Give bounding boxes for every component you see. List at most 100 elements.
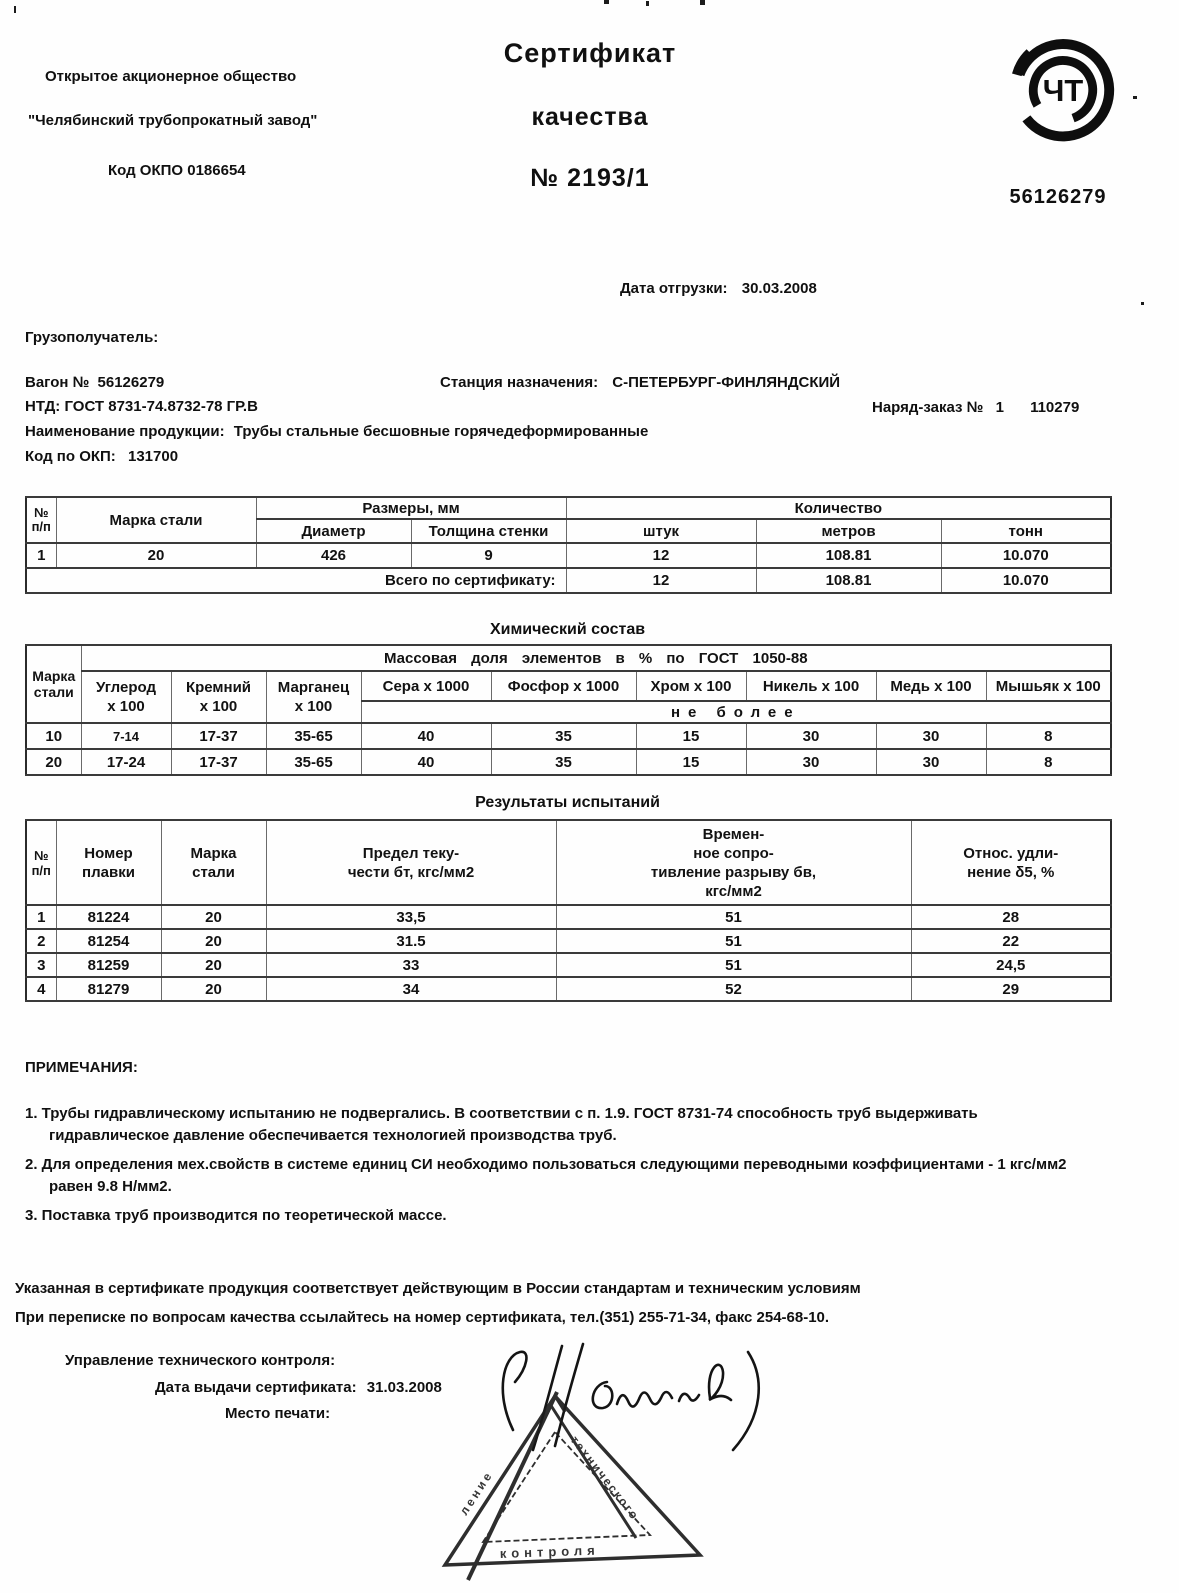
chemical-table-title: Химический состав [489, 621, 646, 638]
tests-col-heat-number: Номер плавки [55, 819, 162, 906]
chem-col-steel-grade: Марка стали [25, 644, 82, 724]
okp-label: Код по ОКП: [25, 448, 116, 465]
sizes-cell-meters: 108.81 [755, 542, 942, 569]
chem-cell: 35 [490, 748, 637, 776]
issue-date-line: Дата выдачи сертификата: 31.03.2008 [155, 1379, 442, 1397]
sizes-col-steel-grade: Марка стали [55, 496, 257, 544]
scan-artifact [1133, 96, 1137, 99]
chem-cell: 30 [875, 722, 987, 750]
sizes-cell-tons: 10.070 [940, 542, 1112, 569]
note-item-2: 2. Для определения мех.свойств в системе… [25, 1156, 1067, 1195]
sizes-cell-grade: 20 [55, 542, 257, 569]
chem-header-not-more: не более [360, 700, 1112, 724]
chem-cell: 15 [635, 748, 747, 776]
tests-cell: 24,5 [910, 952, 1112, 978]
tests-cell: 22 [910, 928, 1112, 954]
qc-stamp: ление технического контроля [428, 1388, 718, 1588]
chem-header-mass-fraction: Массовая доля элементов в % по ГОСТ 1050… [80, 644, 1112, 672]
tests-cell: 28 [910, 904, 1112, 930]
company-name-line2: "Челябинский трубопрокатный завод" [28, 112, 318, 129]
sizes-col-pieces: штук [565, 518, 757, 544]
stamp-text-bottom: контроля [500, 1543, 600, 1561]
chem-cell: 30 [875, 748, 987, 776]
sizes-col-num: № п/п [25, 496, 57, 544]
tests-cell: 20 [160, 952, 267, 978]
chem-cell: 8 [985, 722, 1112, 750]
ship-date-value: 30.03.2008 [741, 280, 817, 297]
product-label: Наименование продукции: [25, 423, 225, 440]
consignee-label: Грузополучатель: [25, 329, 159, 346]
tests-cell: 52 [555, 976, 912, 1002]
tests-cell: 1 [25, 904, 57, 930]
tests-table-row: 2 81254 20 31.5 51 22 [25, 928, 1112, 954]
chem-cell: 40 [360, 748, 492, 776]
sizes-total-label: Всего по сертификату: [25, 567, 567, 594]
chem-cell: 17-37 [170, 748, 267, 776]
sizes-cell-pieces: 12 [565, 542, 757, 569]
okp-value: 131700 [127, 448, 179, 465]
sizes-total-tons: 10.070 [940, 567, 1112, 594]
tests-cell: 29 [910, 976, 1112, 1002]
tests-cell: 4 [25, 976, 57, 1002]
tests-cell: 2 [25, 928, 57, 954]
destination-label: Станция назначения: [440, 374, 599, 391]
tests-cell: 81279 [55, 976, 162, 1002]
scan-artifact [1141, 302, 1144, 305]
sizes-total-meters: 108.81 [755, 567, 942, 594]
order-code: 110279 [1030, 399, 1080, 416]
serial-number: 56126279 [1009, 186, 1107, 208]
tests-cell: 51 [555, 952, 912, 978]
chemical-table: Марка стали Массовая доля элементов в % … [25, 644, 1113, 776]
tests-cell: 34 [265, 976, 557, 1002]
scan-artifact [604, 0, 609, 4]
chem-cell: 35 [490, 722, 637, 750]
chem-col-carbon: Углерод х 100 [80, 670, 172, 724]
tests-cell: 33,5 [265, 904, 557, 930]
certificate-number: № 2193/1 [530, 164, 650, 192]
ship-date-line: Дата отгрузки: 30.03.2008 [620, 280, 817, 298]
chem-cell: 15 [635, 722, 747, 750]
sizes-col-meters: метров [755, 518, 942, 544]
chem-col-nickel: Никель х 100 [745, 670, 877, 702]
chem-cell: 30 [745, 722, 877, 750]
chem-table-row: 10 7-14 17-37 35-65 40 35 15 30 30 8 [25, 722, 1112, 750]
tests-table: № п/п Номер плавки Марка стали Предел те… [25, 819, 1112, 1002]
chem-cell: 17-24 [80, 748, 172, 776]
certificate-title-line2: качества [531, 103, 649, 131]
chem-cell: 7-14 [80, 722, 172, 750]
seal-place-label: Место печати: [225, 1405, 331, 1422]
company-name-line1: Открытое акционерное общество [45, 68, 297, 85]
tests-cell: 31.5 [265, 928, 557, 954]
sizes-col-quantity: Количество [565, 496, 1112, 520]
chem-col-arsenic: Мышьяк х 100 [985, 670, 1112, 702]
sizes-cell-wall: 9 [410, 542, 567, 569]
note-item-3: 3. Поставка труб производится по теорети… [25, 1207, 447, 1224]
chem-col-manganese: Марганец х 100 [265, 670, 362, 724]
sizes-col-wall-thickness: Толщина стенки [410, 518, 567, 544]
tests-cell: 3 [25, 952, 57, 978]
logo-letters: ЧТ [1043, 73, 1084, 108]
chem-table-row: 20 17-24 17-37 35-65 40 35 15 30 30 8 [25, 748, 1112, 776]
tests-cell: 20 [160, 904, 267, 930]
chem-col-chromium: Хром х 100 [635, 670, 747, 702]
notes-list: 1. Трубы гидравлическому испытанию не по… [25, 1103, 1070, 1234]
chem-cell: 17-37 [170, 722, 267, 750]
ntd-line: НТД: ГОСТ 8731-74.8732-78 ГР.В [25, 398, 258, 415]
wagon-number: 56126279 [97, 374, 165, 391]
ship-date-label: Дата отгрузки: [620, 280, 728, 297]
okp-line: Код по ОКП: 131700 [25, 448, 178, 466]
tests-table-row: 3 81259 20 33 51 24,5 [25, 952, 1112, 978]
notes-title: ПРИМЕЧАНИЯ: [25, 1059, 138, 1076]
tests-col-num: № п/п [25, 819, 57, 906]
issue-date-label: Дата выдачи сертификата: [155, 1379, 357, 1396]
tests-col-elongation: Относ. удли- нение δ5, % [910, 819, 1112, 906]
company-okpo-code: Код ОКПО 0186654 [108, 162, 246, 179]
order-line: Наряд-заказ № 1 110279 [872, 399, 1079, 417]
scan-artifact [646, 1, 649, 6]
chem-cell: 10 [25, 722, 82, 750]
destination-line: Станция назначения: С-ПЕТЕРБУРГ-ФИНЛЯНДС… [440, 374, 840, 392]
sizes-col-diameter: Диаметр [255, 518, 412, 544]
order-label: Наряд-заказ № [872, 399, 984, 416]
qc-department: Управление технического контроля: [65, 1352, 336, 1369]
